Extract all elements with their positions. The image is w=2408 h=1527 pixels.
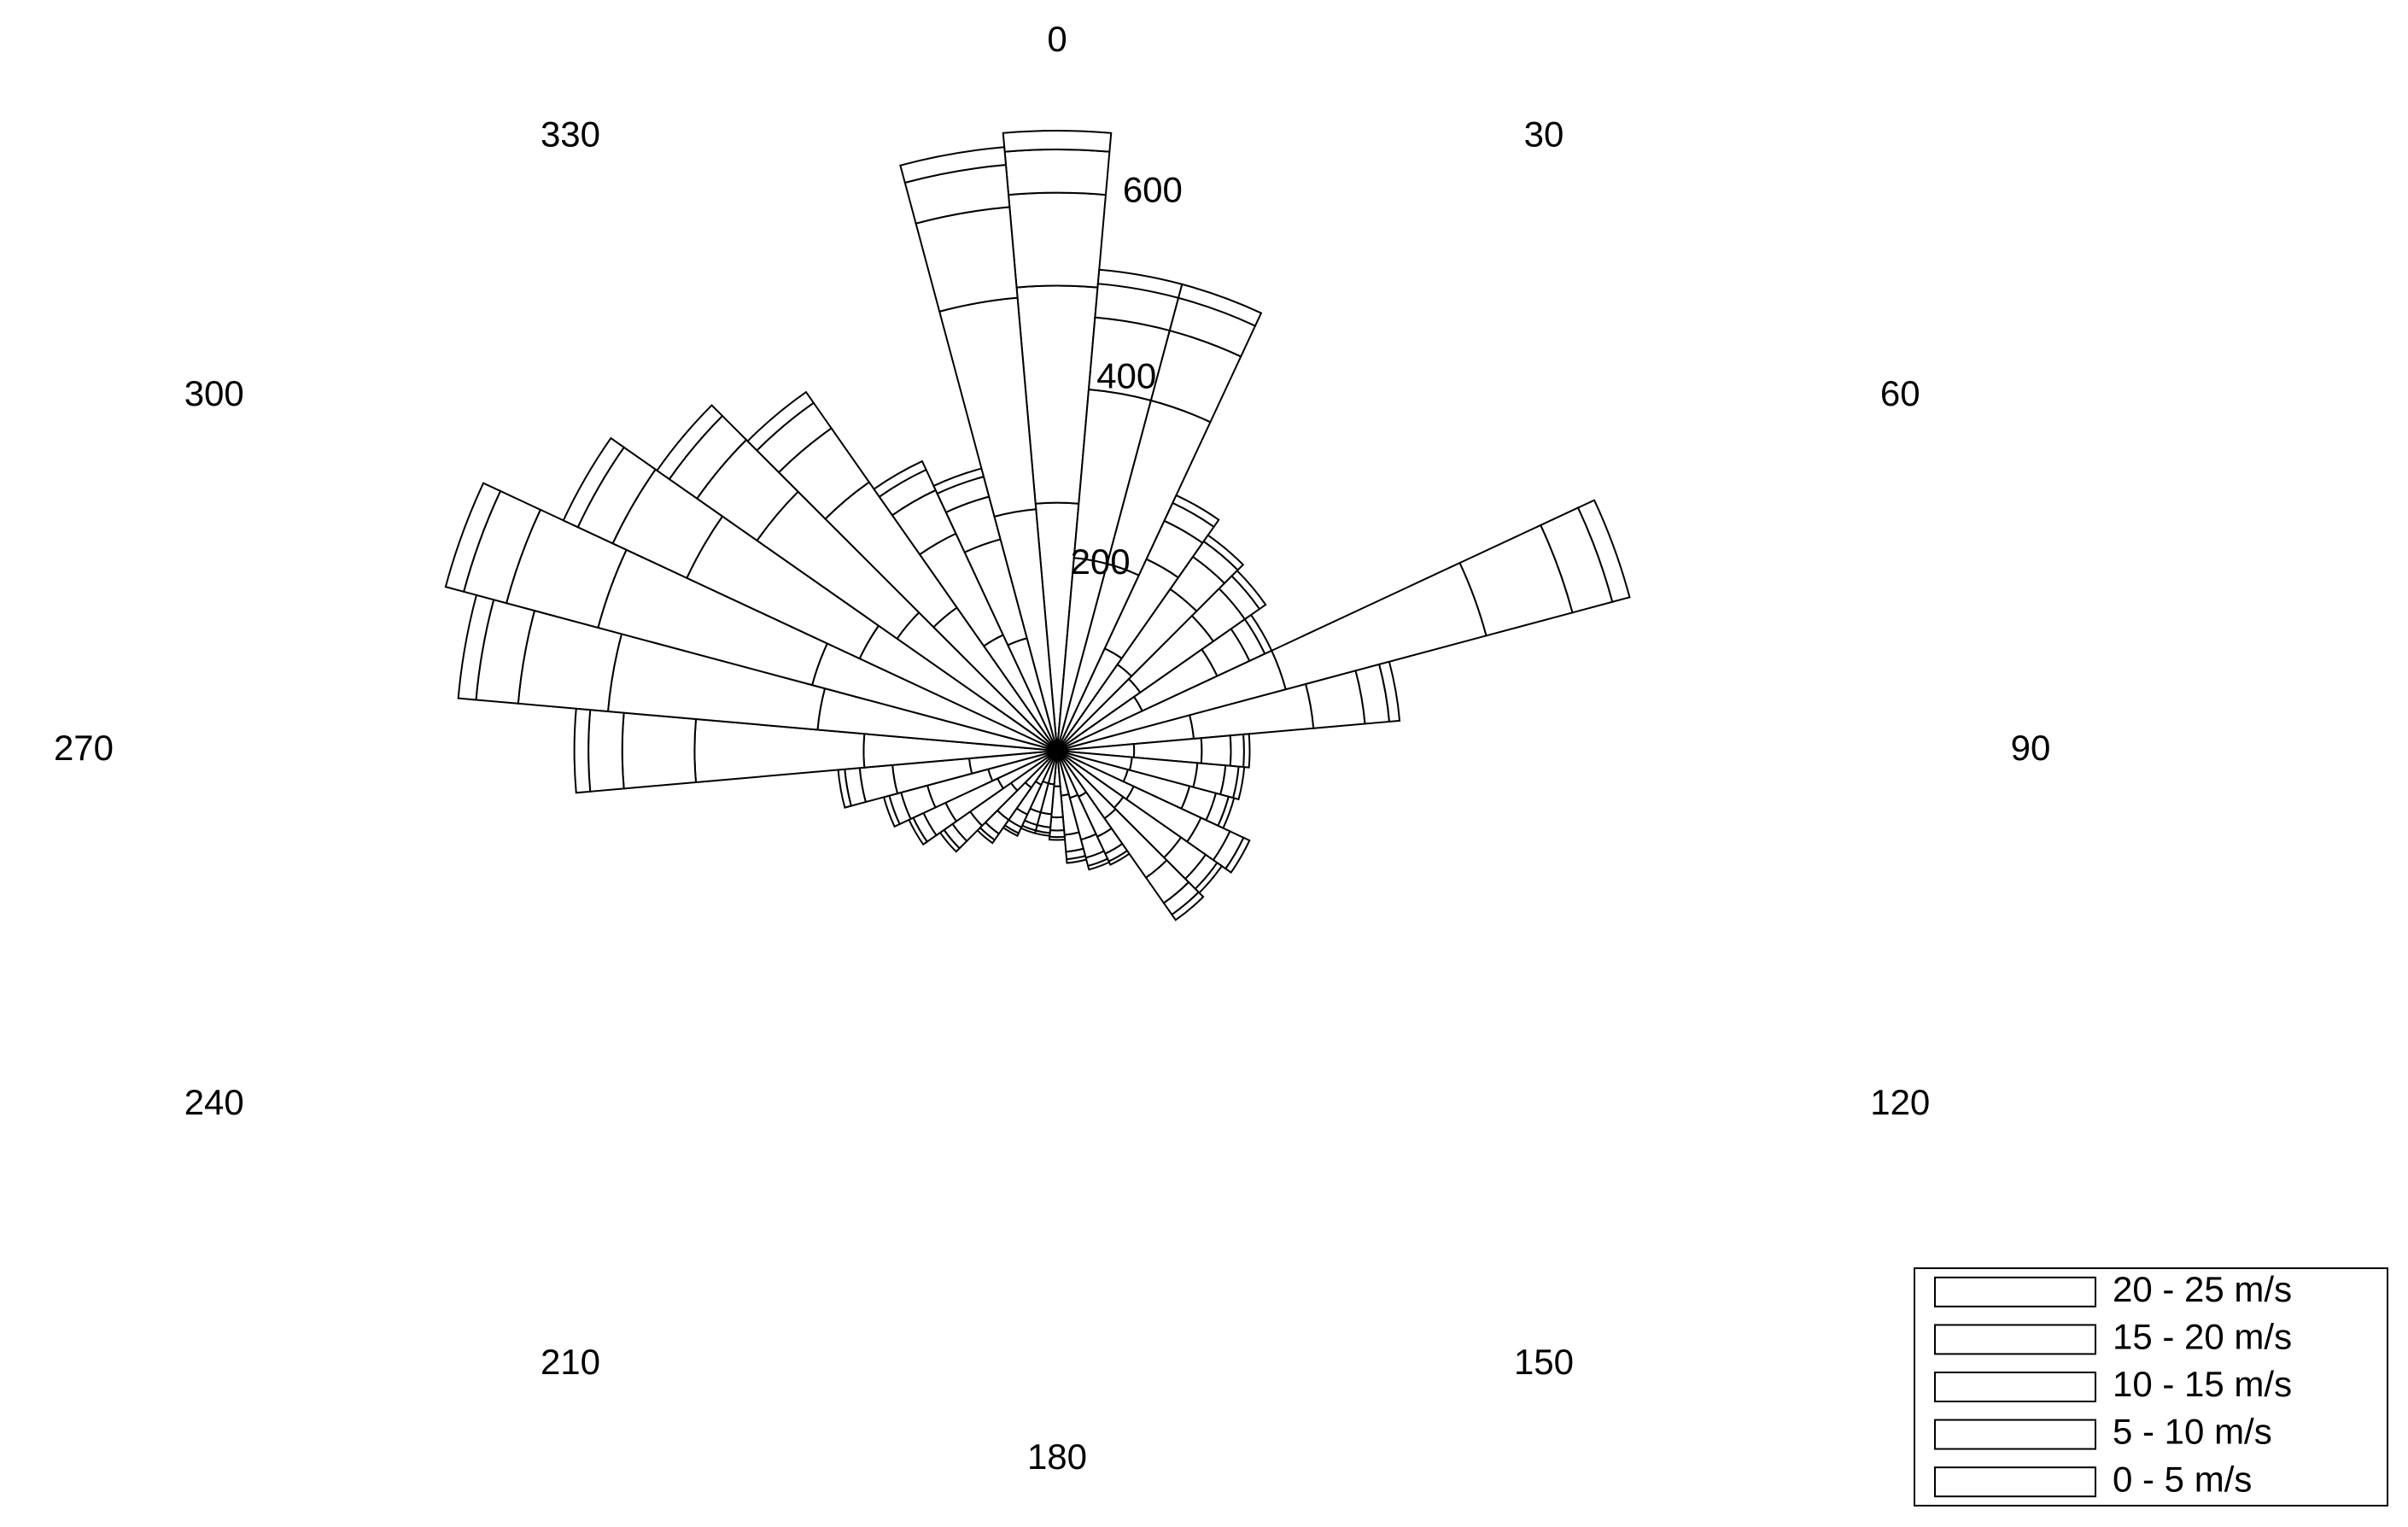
wind-segment xyxy=(573,707,592,794)
wind-segment xyxy=(656,404,724,481)
wind-segment xyxy=(1202,534,1245,571)
wind-segment xyxy=(1049,816,1066,832)
wind-segment xyxy=(1002,130,1113,153)
angle-label: 210 xyxy=(541,1342,600,1382)
wind-segment xyxy=(915,206,1019,313)
legend-swatch xyxy=(1934,1372,2096,1402)
angle-label: 0 xyxy=(1047,19,1067,59)
wind-segment xyxy=(587,709,625,793)
legend-swatch xyxy=(1934,1419,2096,1450)
wind-segment xyxy=(1108,849,1131,866)
wind-segment xyxy=(1086,857,1111,871)
r-tick-label: 200 xyxy=(1071,541,1131,582)
wind-segment xyxy=(1048,835,1067,841)
angle-label: 60 xyxy=(1880,373,1920,413)
wind-segment xyxy=(1066,855,1088,864)
wind-segment xyxy=(1177,283,1263,327)
legend-label: 10 - 15 m/s xyxy=(2113,1364,2292,1404)
legend-swatch xyxy=(1934,1276,2096,1308)
wind-segment xyxy=(621,711,698,790)
wind-segment xyxy=(1231,765,1246,801)
legend-label: 20 - 25 m/s xyxy=(2113,1269,2292,1309)
r-tick-label: 400 xyxy=(1096,355,1156,395)
angle-label: 120 xyxy=(1870,1082,1930,1122)
legend-swatch xyxy=(1934,1324,2096,1355)
wind-segment xyxy=(873,459,927,499)
wind-segment xyxy=(1171,494,1220,529)
wind-segment xyxy=(1200,734,1232,767)
angle-label: 270 xyxy=(54,728,114,768)
wind-segment xyxy=(1007,191,1108,289)
angle-label: 330 xyxy=(541,114,600,154)
legend: 20 - 25 m/s 15 - 20 m/s 10 - 15 m/s 5 - 10 … xyxy=(1914,1267,2388,1507)
legend-label: 15 - 20 m/s xyxy=(2113,1316,2292,1356)
angle-label: 30 xyxy=(1524,114,1564,154)
angle-label: 90 xyxy=(2011,728,2051,768)
wind-segment xyxy=(444,482,502,594)
angle-label: 300 xyxy=(184,373,244,413)
wind-segment xyxy=(1242,733,1251,769)
wind-segment xyxy=(899,146,1008,184)
wind-segment xyxy=(1230,569,1267,611)
legend-label: 0 - 5 m/s xyxy=(2113,1459,2252,1499)
wind-segment xyxy=(1229,733,1245,769)
wind-segment xyxy=(1224,836,1251,874)
angle-label: 150 xyxy=(1514,1342,1574,1382)
wind-segment xyxy=(562,436,626,529)
r-tick-label: 600 xyxy=(1123,170,1183,210)
legend-swatch xyxy=(1934,1466,2096,1498)
wind-segment xyxy=(1049,829,1066,839)
legend-label: 5 - 10 m/s xyxy=(2113,1412,2272,1452)
wind-segment xyxy=(1576,499,1631,603)
angle-label: 240 xyxy=(184,1082,244,1122)
wind-segment xyxy=(1003,148,1111,196)
angle-label: 180 xyxy=(1027,1436,1087,1477)
wind-segment xyxy=(1377,660,1401,723)
wind-segment xyxy=(746,390,815,452)
wind-segment xyxy=(1170,891,1205,921)
